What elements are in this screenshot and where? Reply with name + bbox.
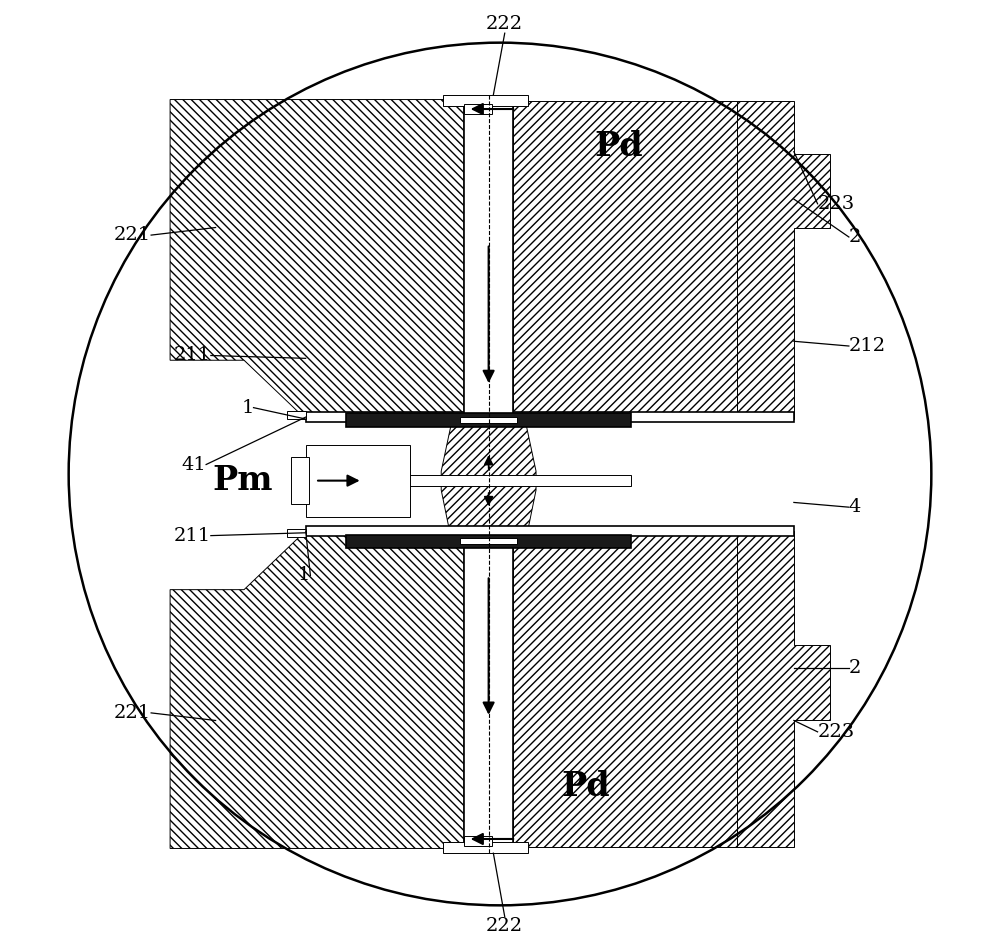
Bar xyxy=(464,836,492,846)
Polygon shape xyxy=(170,531,464,848)
Text: 221: 221 xyxy=(114,704,151,721)
Bar xyxy=(306,526,794,536)
Text: 4: 4 xyxy=(849,499,861,516)
Polygon shape xyxy=(441,427,536,537)
Polygon shape xyxy=(513,531,737,847)
Text: 222: 222 xyxy=(486,15,523,33)
Text: 211: 211 xyxy=(174,527,211,544)
Bar xyxy=(443,842,528,853)
Polygon shape xyxy=(737,101,830,419)
Bar xyxy=(464,100,513,419)
Text: 222: 222 xyxy=(486,917,523,935)
Bar xyxy=(443,95,528,106)
Bar xyxy=(346,413,631,427)
Text: 1: 1 xyxy=(241,399,254,416)
Bar xyxy=(464,104,492,114)
Text: 1: 1 xyxy=(298,567,310,584)
Text: Pm: Pm xyxy=(212,465,272,497)
Bar xyxy=(287,411,306,419)
Polygon shape xyxy=(170,100,464,419)
Text: Pd: Pd xyxy=(562,771,610,803)
Bar xyxy=(346,535,631,548)
Bar xyxy=(464,542,513,848)
Bar xyxy=(346,475,631,486)
Text: Pd: Pd xyxy=(595,131,643,163)
Text: 221: 221 xyxy=(114,227,151,244)
Text: 41: 41 xyxy=(181,456,206,473)
Text: 211: 211 xyxy=(174,347,211,364)
Bar xyxy=(291,457,309,504)
Bar xyxy=(460,538,517,544)
Text: 212: 212 xyxy=(849,337,886,355)
Text: 223: 223 xyxy=(818,195,855,212)
Bar xyxy=(287,529,306,537)
Bar xyxy=(460,417,517,423)
Bar xyxy=(306,412,794,422)
Polygon shape xyxy=(513,101,737,419)
Text: 2: 2 xyxy=(849,228,861,246)
Bar xyxy=(306,445,410,517)
Polygon shape xyxy=(737,531,830,847)
Text: 2: 2 xyxy=(849,660,861,677)
Text: 223: 223 xyxy=(818,723,855,740)
